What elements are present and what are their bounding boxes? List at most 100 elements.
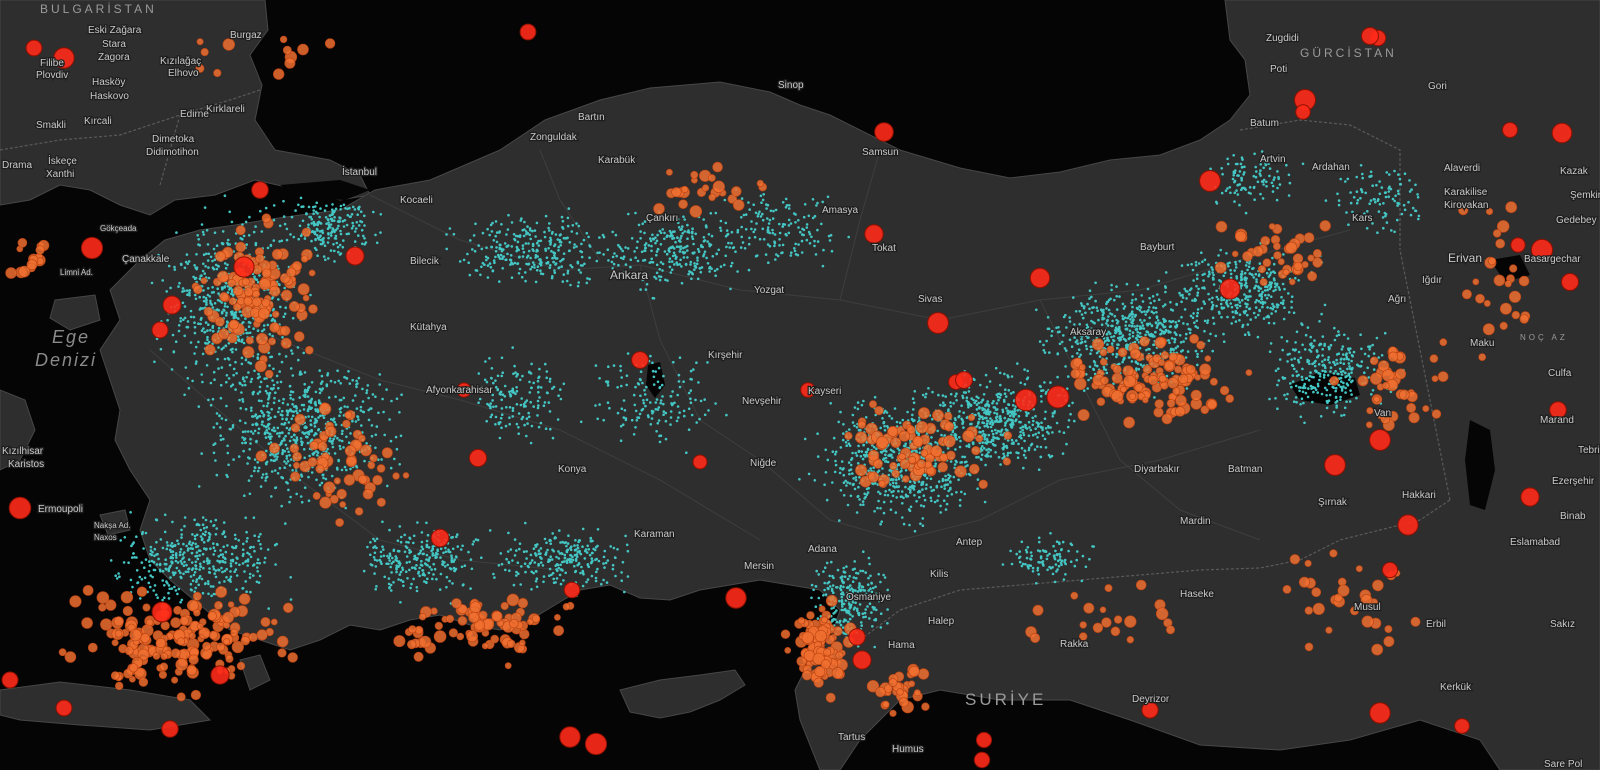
earthquake-small-marker (1138, 331, 1142, 335)
earthquake-small-marker (237, 539, 240, 542)
earthquake-small-marker (278, 431, 282, 435)
earthquake-small-marker (374, 446, 377, 450)
earthquake-small-marker (185, 289, 189, 292)
earthquake-small-marker (614, 233, 618, 237)
earthquake-small-marker (851, 472, 854, 475)
earthquake-small-marker (163, 596, 166, 599)
earthquake-small-marker (369, 541, 372, 544)
earthquake-small-marker (427, 546, 431, 549)
earthquake-small-marker (677, 226, 681, 229)
earthquake-small-marker (207, 276, 211, 280)
earthquake-small-marker (1136, 283, 1140, 287)
earthquake-small-marker (1006, 454, 1009, 457)
earthquake-small-marker (1207, 339, 1211, 343)
earthquake-small-marker (282, 315, 286, 319)
earthquake-small-marker (594, 576, 598, 580)
earthquake-small-marker (1128, 324, 1131, 327)
earthquake-small-marker (169, 555, 173, 559)
earthquake-small-marker (897, 485, 901, 488)
earthquake-small-marker (532, 405, 535, 408)
earthquake-small-marker (929, 477, 933, 481)
earthquake-small-marker (1115, 352, 1119, 356)
earthquake-small-marker (657, 275, 661, 278)
earthquake-small-marker (212, 565, 215, 568)
earthquake-small-marker (231, 559, 235, 563)
earthquake-small-marker (436, 548, 439, 551)
earthquake-small-marker (458, 260, 462, 263)
earthquake-small-marker (921, 517, 925, 520)
earthquake-small-marker (1028, 426, 1031, 429)
earthquake-small-marker (1207, 275, 1210, 278)
earthquake-small-marker (1212, 273, 1215, 277)
earthquake-small-marker (174, 340, 178, 344)
earthquake-small-marker (351, 399, 355, 402)
earthquake-small-marker (211, 397, 215, 401)
earthquake-small-marker (209, 381, 213, 385)
earthquake-small-marker (325, 450, 328, 453)
earthquake-small-marker (651, 233, 654, 237)
earthquake-small-marker (540, 557, 543, 560)
earthquake-small-marker (454, 555, 458, 558)
earthquake-small-marker (504, 424, 508, 428)
earthquake-small-marker (201, 523, 205, 526)
earthquake-small-marker (567, 207, 571, 210)
earthquake-small-marker (1103, 332, 1106, 336)
earthquake-small-marker (520, 275, 524, 279)
earthquake-small-marker (1047, 453, 1051, 457)
earthquake-small-marker (887, 454, 890, 457)
earthquake-small-marker (848, 444, 852, 448)
earthquake-small-marker (975, 408, 979, 411)
earthquake-small-marker (509, 395, 512, 398)
earthquake-small-marker (223, 535, 227, 538)
earthquake-small-marker (279, 380, 283, 384)
earthquake-small-marker (537, 239, 540, 243)
earthquake-small-marker (965, 444, 968, 448)
earthquake-small-marker (310, 406, 314, 410)
earthquake-small-marker (199, 274, 202, 278)
earthquake-small-marker (1185, 297, 1188, 300)
earthquake-small-marker (1255, 298, 1258, 302)
earthquake-small-marker (1180, 300, 1183, 304)
earthquake-small-marker (633, 250, 636, 253)
earthquake-small-marker (661, 269, 664, 272)
earthquake-small-marker (340, 468, 344, 472)
earthquake-small-marker (290, 417, 294, 421)
earthquake-small-marker (573, 553, 577, 557)
earthquake-small-marker (280, 475, 283, 479)
earthquake-small-marker (901, 418, 905, 422)
earthquake-small-marker (904, 485, 907, 489)
earthquake-small-marker (716, 267, 719, 271)
earthquake-small-marker (274, 415, 277, 419)
earthquake-small-marker (544, 247, 547, 251)
earthquake-small-marker (898, 448, 901, 452)
earthquake-small-marker (223, 305, 227, 308)
earthquake-small-marker (268, 333, 272, 336)
earthquake-small-marker (629, 258, 633, 262)
earthquake-small-marker (1021, 428, 1024, 432)
earthquake-small-marker (525, 550, 528, 553)
earthquake-small-marker (1168, 341, 1171, 345)
earthquake-small-marker (202, 253, 206, 256)
earthquake-small-marker (1019, 426, 1022, 430)
earthquake-small-marker (528, 380, 531, 384)
earthquake-small-marker (865, 493, 869, 496)
earthquake-small-marker (1222, 298, 1226, 302)
earthquake-small-marker (179, 262, 183, 266)
earthquake-small-marker (552, 577, 555, 581)
earthquake-small-marker (533, 561, 537, 564)
earthquake-small-marker (492, 239, 496, 242)
earthquake-small-marker (210, 303, 214, 306)
earthquake-small-marker (727, 241, 730, 245)
earthquake-small-marker (180, 562, 184, 565)
earthquake-small-marker (910, 450, 914, 453)
earthquake-small-marker (853, 487, 857, 491)
earthquake-small-marker (670, 260, 674, 263)
earthquake-small-marker (491, 269, 495, 273)
earthquake-small-marker (1188, 331, 1192, 335)
earthquake-small-marker (947, 489, 950, 493)
earthquake-small-marker (253, 469, 256, 473)
earthquake-small-marker (500, 426, 503, 430)
earthquake-small-marker (1116, 346, 1119, 350)
earthquake-small-marker (591, 551, 594, 555)
